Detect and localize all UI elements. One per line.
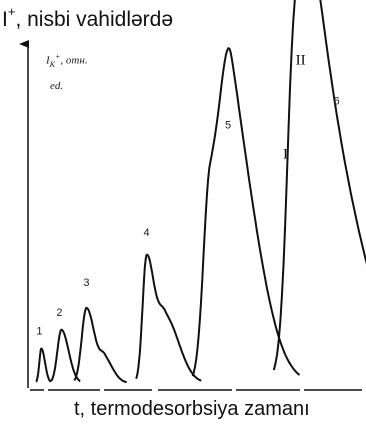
peak-group-label-1: 1 (36, 326, 42, 338)
peak-group-label-6: 6 (334, 96, 340, 108)
roman-label-II: II (296, 53, 306, 69)
peak-group-label-5: 5 (225, 119, 231, 131)
roman-label-I: I (283, 146, 288, 162)
peak-group-2-curve (50, 328, 81, 383)
peak-group-label-2: 2 (56, 307, 62, 319)
peak-group-5-curve (191, 47, 301, 377)
peak-group-label-3: 3 (83, 277, 89, 289)
inner-y-label-line2: ed. (50, 80, 64, 92)
curves-group (35, 0, 366, 384)
peak-group-1-curve (35, 347, 52, 383)
peak-group-6-curve (272, 0, 366, 371)
peak-group-3-curve (73, 306, 128, 384)
peak-group-4-curve (135, 253, 202, 382)
x-axis-label: t, termodesorbsiya zamanı (74, 398, 310, 420)
chart-title: I+, nisbi vahidlərdə (2, 4, 174, 31)
peak-group-label-4: 4 (144, 227, 150, 239)
inner-y-label-line1: IK+, отн. (46, 52, 88, 69)
